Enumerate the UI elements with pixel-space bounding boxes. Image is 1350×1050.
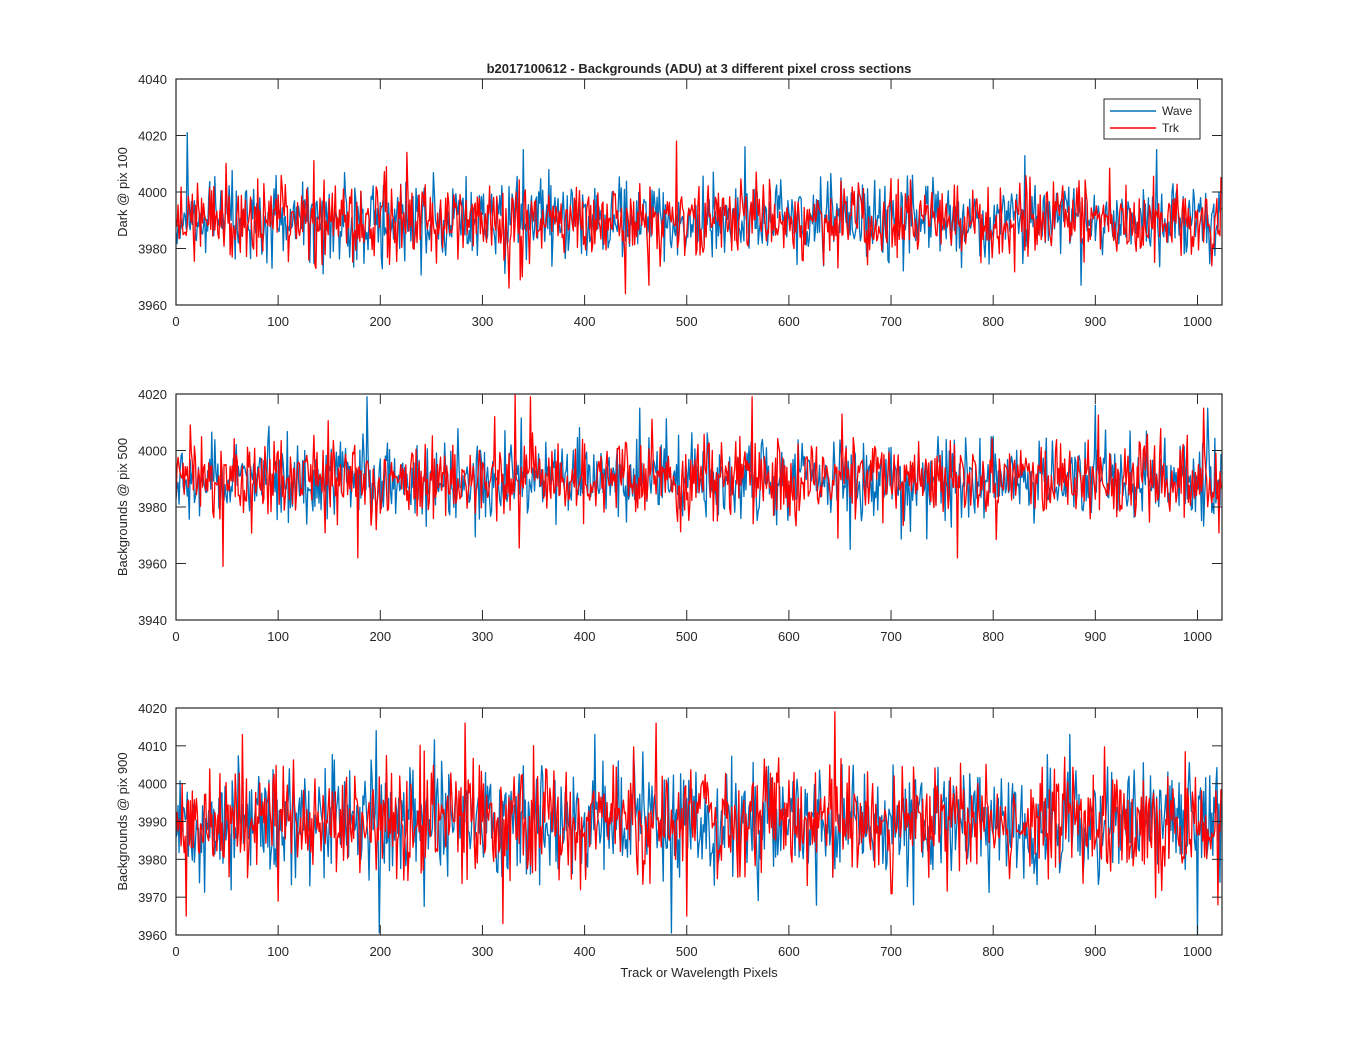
plot-area	[176, 394, 1222, 620]
x-tick-label: 200	[369, 944, 391, 959]
x-tick-label: 0	[172, 629, 179, 644]
x-tick-label: 300	[472, 629, 494, 644]
x-tick-label: 700	[880, 629, 902, 644]
x-tick-label: 500	[676, 314, 698, 329]
x-tick-label: 700	[880, 944, 902, 959]
series-line-trk	[176, 394, 1222, 567]
x-tick-label: 500	[676, 944, 698, 959]
x-tick-label: 0	[172, 944, 179, 959]
x-tick-label: 400	[574, 629, 596, 644]
y-tick-label: 4020	[138, 387, 167, 402]
y-tick-label: 4000	[138, 185, 167, 200]
x-tick-label: 100	[267, 944, 289, 959]
series-line-trk	[176, 711, 1222, 925]
x-tick-label: 900	[1084, 314, 1106, 329]
y-tick-label: 3940	[138, 613, 167, 628]
y-tick-label: 4020	[138, 701, 167, 716]
series-group	[176, 132, 1222, 295]
series-line-wave	[176, 132, 1222, 286]
x-tick-label: 1000	[1183, 314, 1212, 329]
x-tick-label: 1000	[1183, 629, 1212, 644]
x-tick-label: 300	[472, 944, 494, 959]
x-tick-label: 800	[982, 314, 1004, 329]
series-line-trk	[176, 140, 1222, 295]
x-tick-label: 600	[778, 629, 800, 644]
panels: 0 100 200 300 400 500 600 700 800 900 100039603980…	[115, 72, 1223, 959]
y-tick-label: 4000	[138, 444, 167, 459]
axes-frame	[175, 393, 1223, 621]
y-axis-label: Backgrounds @ pix 500	[115, 438, 130, 576]
series-group	[176, 711, 1222, 935]
series-line-wave	[176, 730, 1222, 935]
x-tick-label: 100	[267, 314, 289, 329]
x-tick-label: 400	[574, 314, 596, 329]
x-tick-label: 500	[676, 629, 698, 644]
x-tick-label: 800	[982, 629, 1004, 644]
x-tick-label: 800	[982, 944, 1004, 959]
x-tick-label: 200	[369, 314, 391, 329]
legend-box	[1103, 98, 1201, 140]
y-tick-label: 4010	[138, 739, 167, 754]
panel-2: 0 100 200 300 400 500 600 700 800 900 1000 3940 3960…	[115, 387, 1223, 644]
x-tick-label: 600	[778, 944, 800, 959]
y-tick-label: 4040	[138, 72, 167, 87]
axes-frame	[175, 78, 1223, 306]
x-tick-label: 400	[574, 944, 596, 959]
x-tick-label: 700	[880, 314, 902, 329]
y-tick-label: 4020	[138, 129, 167, 144]
y-tick-label: 3980	[138, 500, 167, 515]
chart-title: b2017100612 - Backgrounds (ADU) at 3 dif…	[487, 61, 912, 76]
y-tick-label: 3960	[138, 928, 167, 943]
x-tick-label: 300	[472, 314, 494, 329]
y-axis-label: Backgrounds @ pix 900	[115, 752, 130, 890]
x-tick-label: 100	[267, 629, 289, 644]
y-tick-label: 3990	[138, 815, 167, 830]
x-tick-label: 0	[172, 314, 179, 329]
panel-1: 0 100 200 300 400 500 600 700 800 900 1000 3960 3980…	[115, 72, 1223, 329]
legend-label: Wave	[1162, 104, 1193, 118]
panel-3: 0 100 200 300 400 500 600 700 800 900 1000 3960 3970…	[115, 701, 1223, 959]
y-tick-label: 3980	[138, 852, 167, 867]
series-group	[176, 394, 1222, 567]
y-tick-label: 3980	[138, 242, 167, 257]
y-tick-label: 4000	[138, 777, 167, 792]
axes-frame	[175, 707, 1223, 936]
legend-item-trk: Trk	[1110, 121, 1180, 135]
x-tick-label: 900	[1084, 944, 1106, 959]
x-tick-label: 1000	[1183, 944, 1212, 959]
legend-label: Trk	[1162, 121, 1180, 135]
y-axis-label: Dark @ pix 100	[115, 147, 130, 237]
y-tick-label: 3970	[138, 890, 167, 905]
legend-item-wave: Wave	[1110, 104, 1193, 118]
y-tick-label: 3960	[138, 298, 167, 313]
legend: Wave Trk	[1103, 98, 1201, 140]
x-axis-label: Track or Wavelength Pixels	[620, 965, 778, 980]
y-tick-label: 3960	[138, 557, 167, 572]
x-tick-label: 900	[1084, 629, 1106, 644]
x-tick-label: 200	[369, 629, 391, 644]
x-tick-label: 600	[778, 314, 800, 329]
